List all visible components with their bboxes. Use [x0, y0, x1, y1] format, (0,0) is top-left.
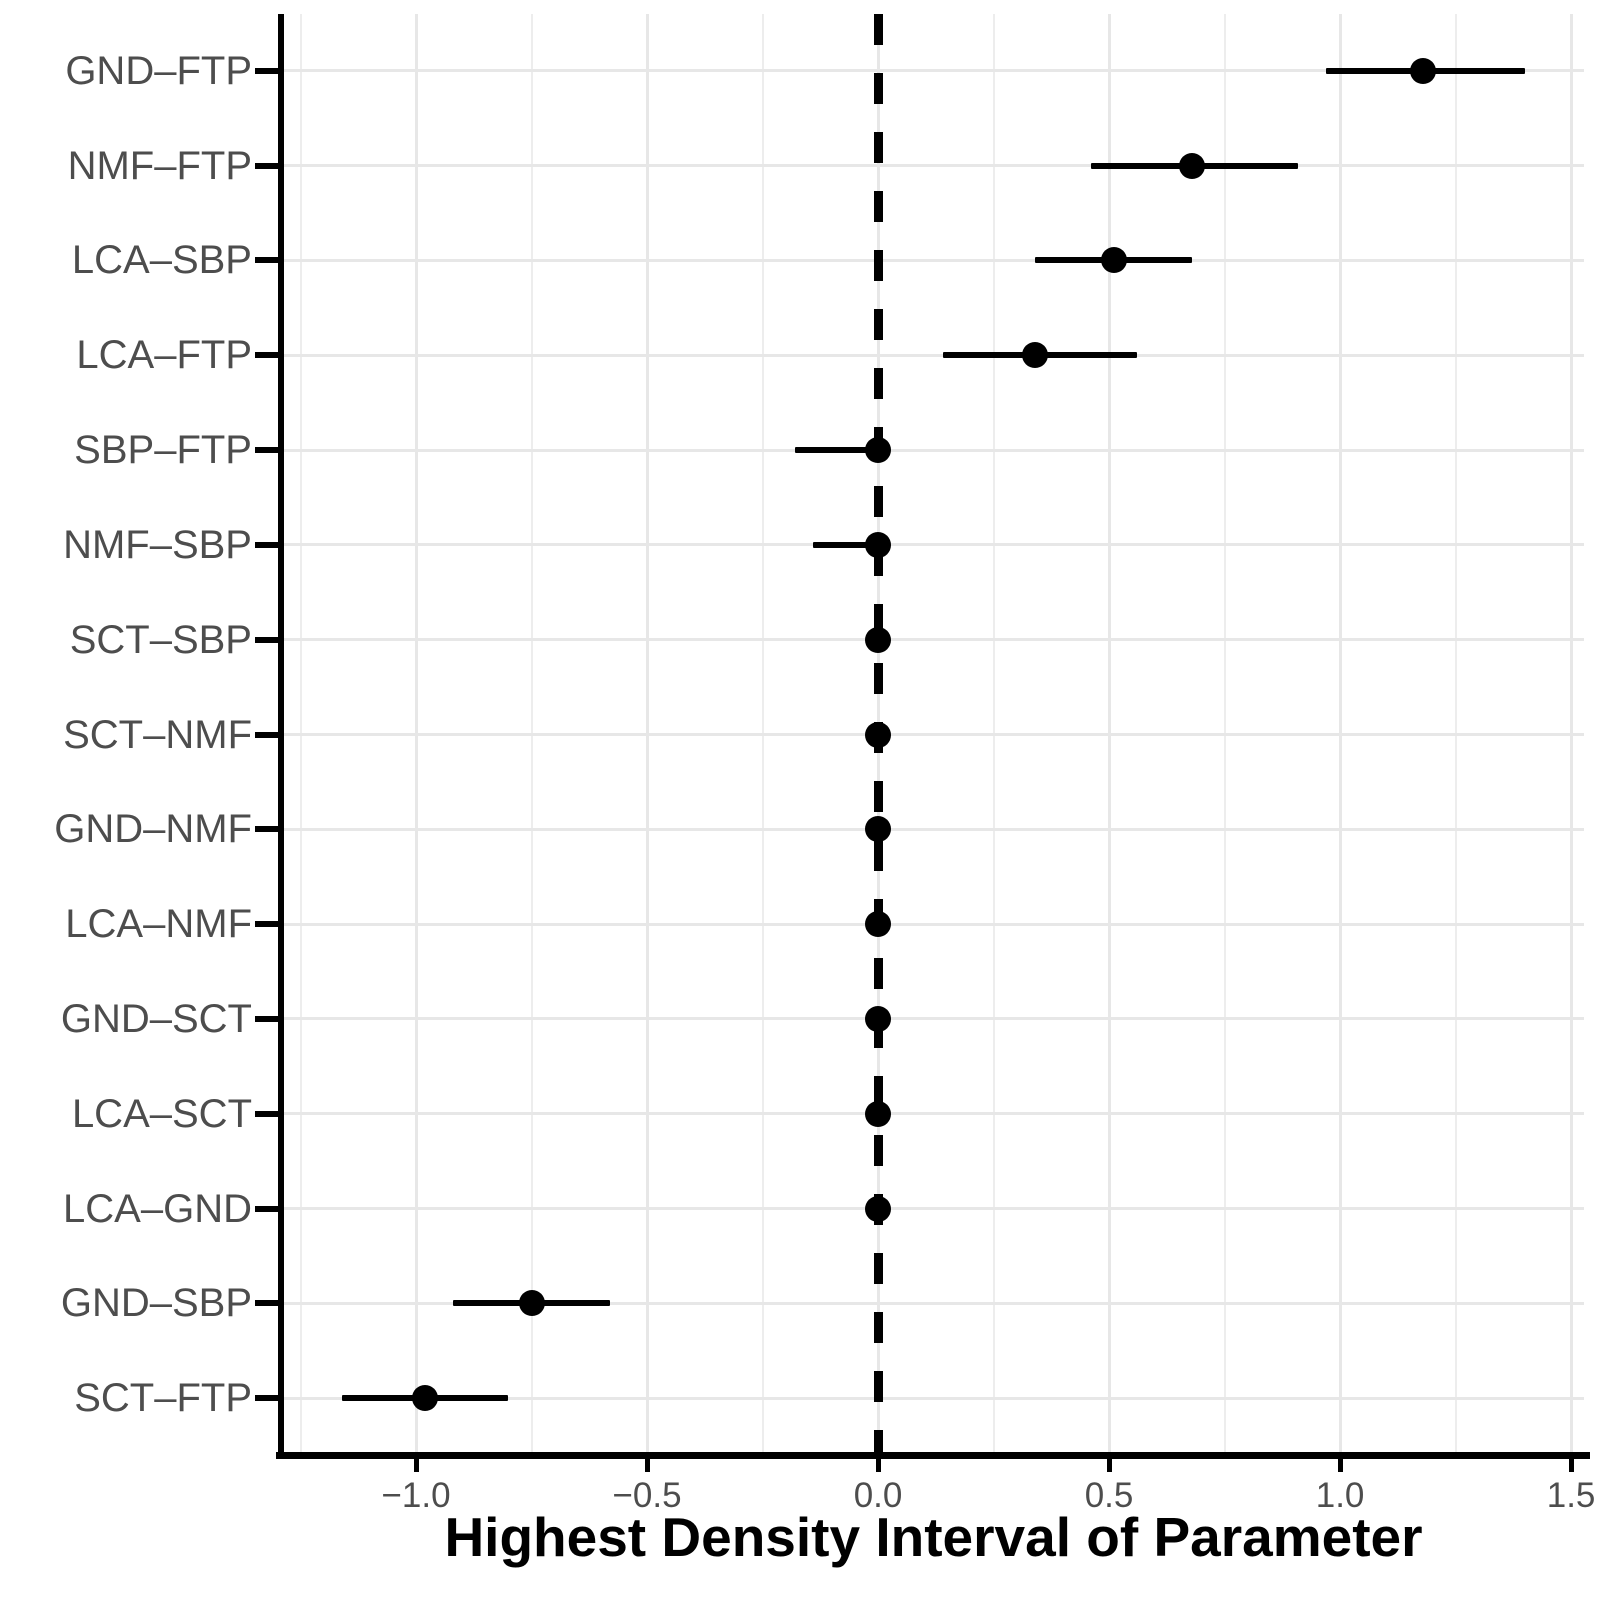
point-estimate-marker — [518, 1290, 545, 1317]
x-axis-tick-label: −1.0 — [381, 1476, 451, 1515]
y-axis-label: GND–SBP — [60, 1281, 252, 1326]
y-axis-tick — [255, 257, 279, 264]
point-estimate-marker — [1022, 342, 1049, 369]
y-axis-tick — [255, 541, 279, 548]
y-axis-tick — [255, 1015, 279, 1022]
y-axis-tick — [255, 67, 279, 74]
y-axis-label: NMF–FTP — [67, 143, 252, 188]
gridline-horizontal-major — [283, 69, 1584, 73]
y-axis-label: SBP–FTP — [74, 428, 252, 473]
gridline-horizontal-major — [283, 543, 1584, 547]
gridline-horizontal-major — [283, 164, 1584, 168]
y-axis-label: GND–NMF — [54, 807, 252, 852]
gridline-horizontal-major — [283, 1017, 1584, 1021]
y-axis-label: NMF–SBP — [63, 522, 252, 567]
y-axis-label: SCT–SBP — [69, 617, 252, 662]
x-axis-line — [276, 1452, 1590, 1459]
y-axis-label: LCA–SBP — [71, 238, 252, 283]
y-axis-tick — [255, 826, 279, 833]
x-axis-tick-label: 1.0 — [1315, 1476, 1365, 1515]
x-axis-tick — [644, 1459, 650, 1472]
gridline-horizontal-major — [283, 448, 1584, 452]
x-axis-tick-label: 1.5 — [1546, 1476, 1596, 1515]
gridline-horizontal-major — [283, 922, 1584, 926]
point-estimate-marker — [865, 721, 892, 748]
y-axis-tick — [255, 921, 279, 928]
y-axis-label: LCA–NMF — [65, 902, 252, 947]
y-axis-tick — [255, 1395, 279, 1402]
y-axis-label: GND–FTP — [65, 48, 252, 93]
y-axis-label: LCA–SCT — [71, 1091, 252, 1136]
y-axis-label: LCA–GND — [63, 1186, 252, 1231]
y-axis-label: SCT–FTP — [74, 1376, 252, 1421]
gridline-horizontal-major — [283, 353, 1584, 357]
point-estimate-marker — [865, 531, 892, 558]
interval-line — [794, 447, 888, 454]
y-axis-tick — [255, 1110, 279, 1117]
point-estimate-marker — [865, 816, 892, 843]
gridline-horizontal-major — [283, 638, 1584, 642]
plot-panel — [283, 14, 1584, 1455]
gridline-horizontal-major — [283, 258, 1584, 262]
point-estimate-marker — [1100, 247, 1127, 274]
point-estimate-marker — [865, 1195, 892, 1222]
interval-line — [813, 541, 888, 548]
x-axis-tick — [1106, 1459, 1112, 1472]
y-axis-tick — [255, 731, 279, 738]
point-estimate-marker — [412, 1385, 439, 1412]
gridline-horizontal-major — [283, 1207, 1584, 1210]
point-estimate-marker — [865, 1005, 892, 1032]
gridline-horizontal-major — [283, 1301, 1584, 1305]
x-axis-tick-label: 0.5 — [1084, 1476, 1134, 1515]
y-axis-tick — [255, 447, 279, 454]
gridline-horizontal-major — [283, 1396, 1584, 1400]
point-estimate-marker — [865, 437, 892, 464]
y-axis-line — [278, 14, 284, 1459]
x-axis-tick — [1337, 1459, 1343, 1472]
y-axis-label: LCA–FTP — [76, 333, 252, 378]
point-estimate-marker — [865, 911, 892, 938]
point-estimate-marker — [1410, 57, 1437, 84]
point-estimate-marker — [865, 626, 892, 653]
x-axis-tick-label: 0.0 — [853, 1476, 903, 1515]
y-axis-label: GND–SCT — [60, 996, 252, 1041]
point-estimate-marker — [1179, 152, 1206, 179]
gridline-horizontal-major — [283, 1112, 1584, 1116]
x-axis-title: Highest Density Interval of Parameter — [444, 1506, 1423, 1568]
gridline-horizontal-major — [283, 827, 1584, 831]
x-axis-tick — [1568, 1459, 1574, 1472]
x-axis-tick — [875, 1459, 881, 1472]
y-axis-tick — [255, 1300, 279, 1307]
x-axis-tick-label: −0.5 — [612, 1476, 682, 1515]
gridline-horizontal-major — [283, 733, 1584, 736]
point-estimate-marker — [865, 1100, 892, 1127]
y-axis-tick — [255, 352, 279, 359]
y-axis-tick — [255, 1205, 279, 1212]
y-axis-tick — [255, 162, 279, 169]
x-axis-tick — [413, 1459, 419, 1472]
y-axis-label: SCT–NMF — [63, 712, 252, 757]
y-axis-tick — [255, 636, 279, 643]
